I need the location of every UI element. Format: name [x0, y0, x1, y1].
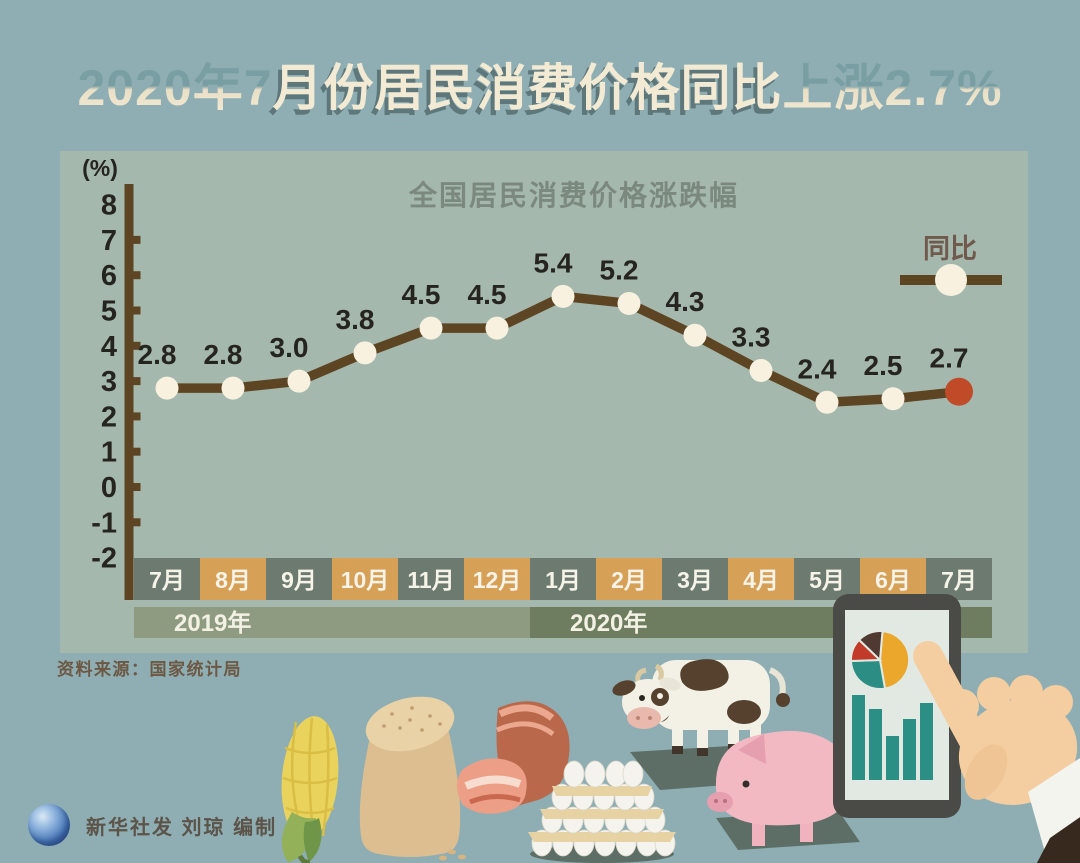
credit-line: 新华社发 刘琼 编制: [28, 804, 277, 846]
data-point: [617, 291, 641, 315]
month-cell: [266, 558, 332, 600]
source-note: 资料来源：国家统计局: [57, 660, 242, 679]
data-point-value: 3.8: [336, 304, 375, 335]
tablet-pie-chart: [849, 630, 911, 691]
data-point-value: 2.4: [798, 353, 837, 384]
data-point: [287, 369, 311, 393]
y-tick-mark: [132, 235, 141, 244]
year-label: 2020年: [570, 609, 647, 637]
y-tick-label: -2: [91, 543, 117, 575]
data-point: [485, 316, 509, 340]
xinhua-globe-icon: [28, 804, 70, 846]
y-tick-label: 7: [101, 225, 117, 257]
month-cell: [926, 558, 992, 600]
data-point-value: 4.3: [666, 286, 705, 317]
data-point-value: 2.8: [138, 339, 177, 370]
y-tick-label: 2: [101, 401, 117, 433]
data-point-value: 5.4: [534, 247, 573, 278]
month-label: 3月: [677, 567, 713, 593]
grain-sack-icon: [359, 696, 466, 861]
data-point: [749, 359, 773, 383]
legend-symbol: [900, 264, 1002, 296]
month-label: 4月: [743, 567, 779, 593]
y-axis-unit: (%): [82, 155, 118, 181]
data-point-value: 3.3: [732, 322, 771, 353]
credit-text: 新华社发 刘琼 编制: [86, 816, 278, 839]
y-tick-mark: [132, 341, 141, 350]
egg-trays-icon: [528, 760, 676, 863]
data-point-value: 5.2: [600, 254, 639, 285]
month-label: 10月: [341, 567, 390, 593]
legend-label: 同比: [923, 234, 977, 264]
data-point-value: 2.7: [930, 343, 969, 374]
data-point: [155, 376, 179, 400]
month-label: 1月: [545, 567, 581, 593]
data-point-value: 2.8: [204, 339, 243, 370]
month-label: 11月: [407, 567, 454, 593]
month-cell: [662, 558, 728, 600]
month-label: 6月: [875, 567, 911, 593]
month-cell: [398, 558, 464, 600]
corn-icon: [281, 716, 339, 863]
y-tick-label: -1: [91, 507, 117, 539]
y-tick-label: 6: [101, 260, 117, 292]
pork-meat-icon: [457, 701, 570, 814]
y-tick-mark: [132, 483, 141, 491]
month-cell: [530, 558, 596, 600]
month-cell: [794, 558, 860, 600]
year-label: 2019年: [174, 609, 251, 637]
month-label: 5月: [809, 567, 845, 593]
y-tick-mark: [132, 306, 141, 315]
data-point: [419, 316, 443, 340]
page-title: 2020年7月份居民消费价格同比上涨2.7%: [0, 48, 1080, 120]
month-cell: [596, 558, 662, 600]
month-label: 12月: [473, 567, 522, 593]
y-axis-line: [124, 184, 134, 600]
data-point: [221, 376, 245, 400]
y-tick-label: 8: [101, 190, 117, 222]
title-segment-clipped-left: 2020年7: [77, 60, 273, 116]
y-tick-label: 0: [101, 472, 117, 504]
data-point-value: 3.0: [270, 332, 309, 363]
month-cell: [728, 558, 794, 600]
y-tick-label: 5: [101, 296, 117, 328]
pointing-hand-icon: [913, 641, 1080, 863]
title-segment-main: 月份居民消费价格同比: [272, 60, 783, 116]
title-segment-clipped-right: 上涨2.7%: [782, 60, 1003, 116]
y-tick-label: 3: [101, 366, 117, 398]
tablet-bar-chart: [852, 695, 933, 780]
month-cell: [200, 558, 266, 600]
month-cell: [332, 558, 398, 600]
month-label: 7月: [941, 567, 977, 593]
month-label: 7月: [149, 567, 185, 593]
y-tick-mark: [132, 447, 141, 456]
data-point: [353, 341, 377, 365]
data-point: [881, 387, 905, 411]
y-tick-label: 1: [101, 437, 117, 469]
data-point-value: 2.5: [864, 350, 903, 381]
month-cell: [134, 558, 200, 600]
tablet-icon: [833, 594, 961, 818]
data-point-value: 4.5: [402, 279, 441, 310]
data-point: [683, 323, 707, 347]
year-band: [134, 607, 530, 638]
month-cell: [464, 558, 530, 600]
month-label: 9月: [281, 567, 317, 593]
y-tick-mark: [132, 377, 141, 386]
chart-title: 全国居民消费价格涨跌幅: [408, 179, 739, 211]
data-point-value: 4.5: [468, 279, 507, 310]
data-point-highlight: [945, 377, 973, 406]
month-label: 2月: [611, 567, 647, 593]
y-tick-mark: [132, 412, 141, 421]
y-tick-label: 4: [101, 331, 117, 363]
y-tick-mark: [132, 271, 141, 280]
data-point: [551, 284, 575, 308]
month-label: 8月: [215, 567, 251, 593]
month-cell: [860, 558, 926, 600]
cpi-line-chart: 7月 8月 9月 10月 11月 12月 1月 2月 3月 4月 5月 6月 7月 2019年 2020年 8…: [91, 184, 992, 638]
data-point: [815, 390, 839, 414]
y-tick-mark: [132, 518, 141, 527]
